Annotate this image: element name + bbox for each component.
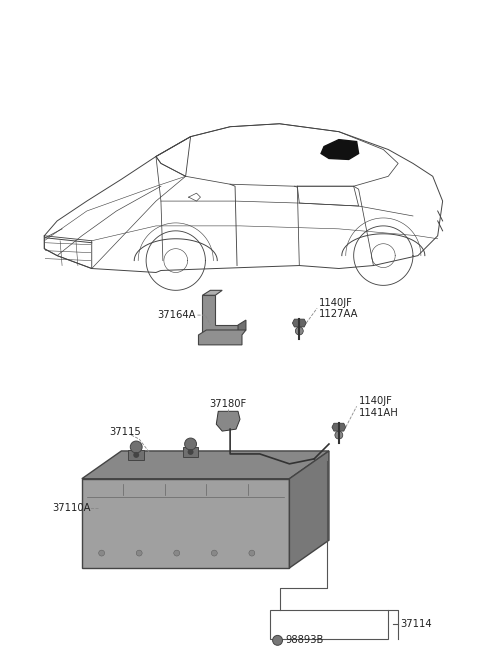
Circle shape (335, 431, 343, 439)
Polygon shape (321, 139, 359, 160)
Text: 98893B: 98893B (286, 635, 324, 645)
Polygon shape (216, 411, 240, 431)
Polygon shape (199, 330, 246, 345)
Text: 1141AH: 1141AH (359, 408, 398, 419)
Circle shape (188, 449, 193, 455)
Text: 37115: 37115 (109, 427, 141, 437)
Circle shape (136, 550, 142, 556)
Circle shape (99, 550, 105, 556)
Circle shape (130, 441, 142, 453)
Circle shape (273, 635, 283, 645)
Bar (270, 610, 388, 639)
Text: 1127AA: 1127AA (319, 309, 359, 319)
Circle shape (295, 327, 303, 335)
Bar (183, 447, 199, 457)
Polygon shape (203, 290, 222, 295)
Circle shape (211, 550, 217, 556)
Polygon shape (238, 320, 246, 335)
Circle shape (185, 438, 196, 450)
Text: 1140JF: 1140JF (319, 298, 353, 308)
Text: 37110A: 37110A (52, 503, 91, 514)
Polygon shape (332, 423, 346, 431)
Circle shape (249, 550, 255, 556)
Polygon shape (82, 451, 329, 479)
Circle shape (174, 550, 180, 556)
Text: 37180F: 37180F (209, 399, 247, 409)
Polygon shape (203, 295, 238, 335)
Text: 37164A: 37164A (157, 310, 195, 320)
Text: 1140JF: 1140JF (359, 396, 393, 407)
Bar (128, 450, 144, 460)
Text: 37114: 37114 (400, 620, 432, 629)
Polygon shape (82, 479, 289, 568)
Polygon shape (289, 451, 329, 568)
Circle shape (133, 452, 139, 458)
Polygon shape (292, 319, 306, 327)
